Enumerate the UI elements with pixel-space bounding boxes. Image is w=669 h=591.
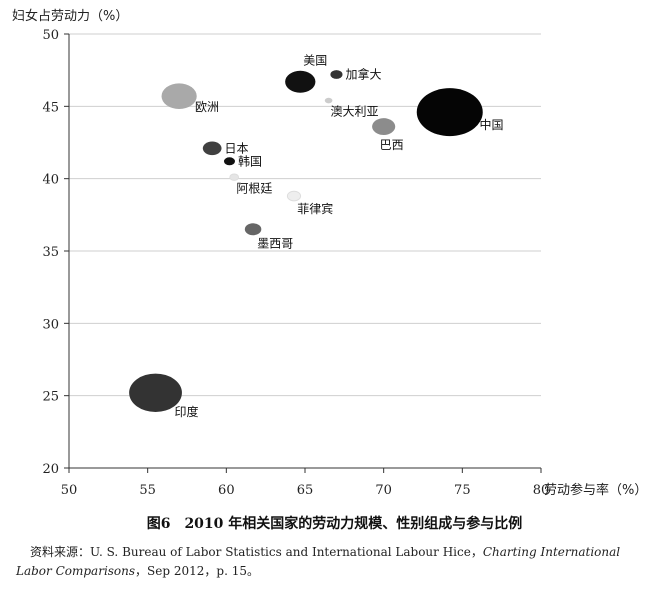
bubble-label-中国: 中国 xyxy=(479,117,503,132)
x-tick-label: 75 xyxy=(454,483,471,498)
y-tick-label: 30 xyxy=(42,317,59,332)
bubble-美国 xyxy=(285,70,316,93)
x-axis-title: 劳动参与率（%） xyxy=(544,482,647,498)
bubble-label-加拿大: 加拿大 xyxy=(346,67,382,82)
bubble-label-欧洲: 欧洲 xyxy=(195,100,219,114)
bubble-墨西哥 xyxy=(244,223,262,236)
x-tick-label: 50 xyxy=(61,483,78,498)
bubble-chart: 20 25 30 35 40 45 50 50 55 60 65 70 75 80 美国加拿大澳大利亚中… xyxy=(12,8,647,498)
y-tick-label: 40 xyxy=(42,173,59,188)
bubble-label-阿根廷: 阿根廷 xyxy=(236,181,272,195)
bubble-中国 xyxy=(416,88,483,137)
source-title: Charting International Labor Comparisons xyxy=(16,545,621,578)
grid-lines xyxy=(69,33,541,397)
bubble-加拿大 xyxy=(330,70,343,79)
source-note: 资料来源：U. S. Bureau of Labor Statistics an… xyxy=(16,543,656,581)
y-tick-label: 25 xyxy=(42,390,59,405)
bubble-巴西 xyxy=(372,118,396,135)
figure-caption: 图6 2010 年相关国家的劳动力规模、性别组成与参与比例 xyxy=(146,516,523,532)
bubble-label-墨西哥: 墨西哥 xyxy=(257,236,293,250)
bubble-label-日本: 日本 xyxy=(225,141,249,155)
bubble-label-菲律宾: 菲律宾 xyxy=(297,201,333,216)
bubble-label-澳大利亚: 澳大利亚 xyxy=(331,104,379,118)
bubble-label-美国: 美国 xyxy=(303,54,327,68)
y-tick-label: 20 xyxy=(42,462,59,477)
bubble-阿根廷 xyxy=(229,173,240,181)
x-tick-label: 60 xyxy=(218,483,235,498)
bubble-label-印度: 印度 xyxy=(175,404,199,419)
source-suffix: ，Sep 2012，p. 15。 xyxy=(135,564,259,578)
y-ticks: 20 25 30 35 40 45 50 xyxy=(42,28,69,477)
bubble-菲律宾 xyxy=(286,190,302,202)
bubble-印度 xyxy=(129,373,182,412)
y-tick-label: 45 xyxy=(42,100,59,115)
source-prefix: 资料来源：U. S. Bureau of Labor Statistics an… xyxy=(30,545,483,559)
bubble-label-巴西: 巴西 xyxy=(380,138,404,152)
bubbles xyxy=(129,70,483,412)
bubble-日本 xyxy=(202,141,222,156)
x-tick-label: 55 xyxy=(139,483,156,498)
bubble-label-韩国: 韩国 xyxy=(238,153,262,168)
bubble-澳大利亚 xyxy=(324,97,333,104)
x-tick-label: 65 xyxy=(297,483,314,498)
x-tick-label: 70 xyxy=(375,483,392,498)
bubble-韩国 xyxy=(223,157,235,166)
x-ticks: 50 55 60 65 70 75 80 xyxy=(61,468,550,498)
y-axis-title: 妇女占劳动力（%） xyxy=(12,8,128,24)
y-tick-label: 35 xyxy=(42,245,59,260)
y-tick-label: 50 xyxy=(42,28,59,43)
bubble-欧洲 xyxy=(161,83,197,110)
x-tick-label: 80 xyxy=(533,483,550,498)
